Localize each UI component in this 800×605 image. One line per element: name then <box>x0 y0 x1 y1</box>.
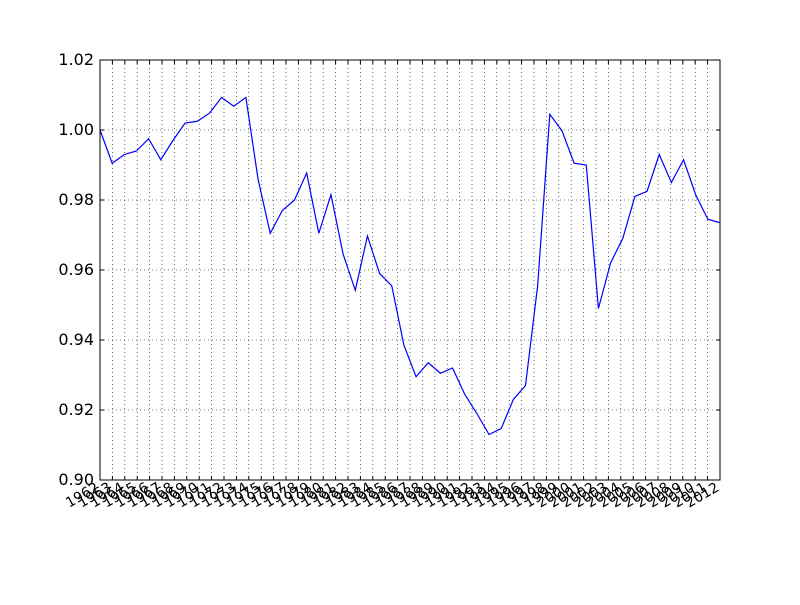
y-tick-label: 1.02 <box>58 50 94 69</box>
grid <box>99 59 721 481</box>
y-tick-label: 0.98 <box>58 190 94 209</box>
series-line <box>99 96 721 436</box>
x-tick-labels: 1962196319641965196619671968196919701971… <box>63 480 722 512</box>
y-tick-labels: 0.90 0.92 0.94 0.96 0.98 1.00 1.02 <box>58 50 94 489</box>
y-tick-label: 1.00 <box>58 120 94 139</box>
y-tick-label: 0.92 <box>58 400 94 419</box>
y-tick-label: 0.90 <box>58 470 94 489</box>
y-tick-label: 0.94 <box>58 330 94 349</box>
plot-frame <box>99 59 721 481</box>
y-tick-label: 0.96 <box>58 260 94 279</box>
